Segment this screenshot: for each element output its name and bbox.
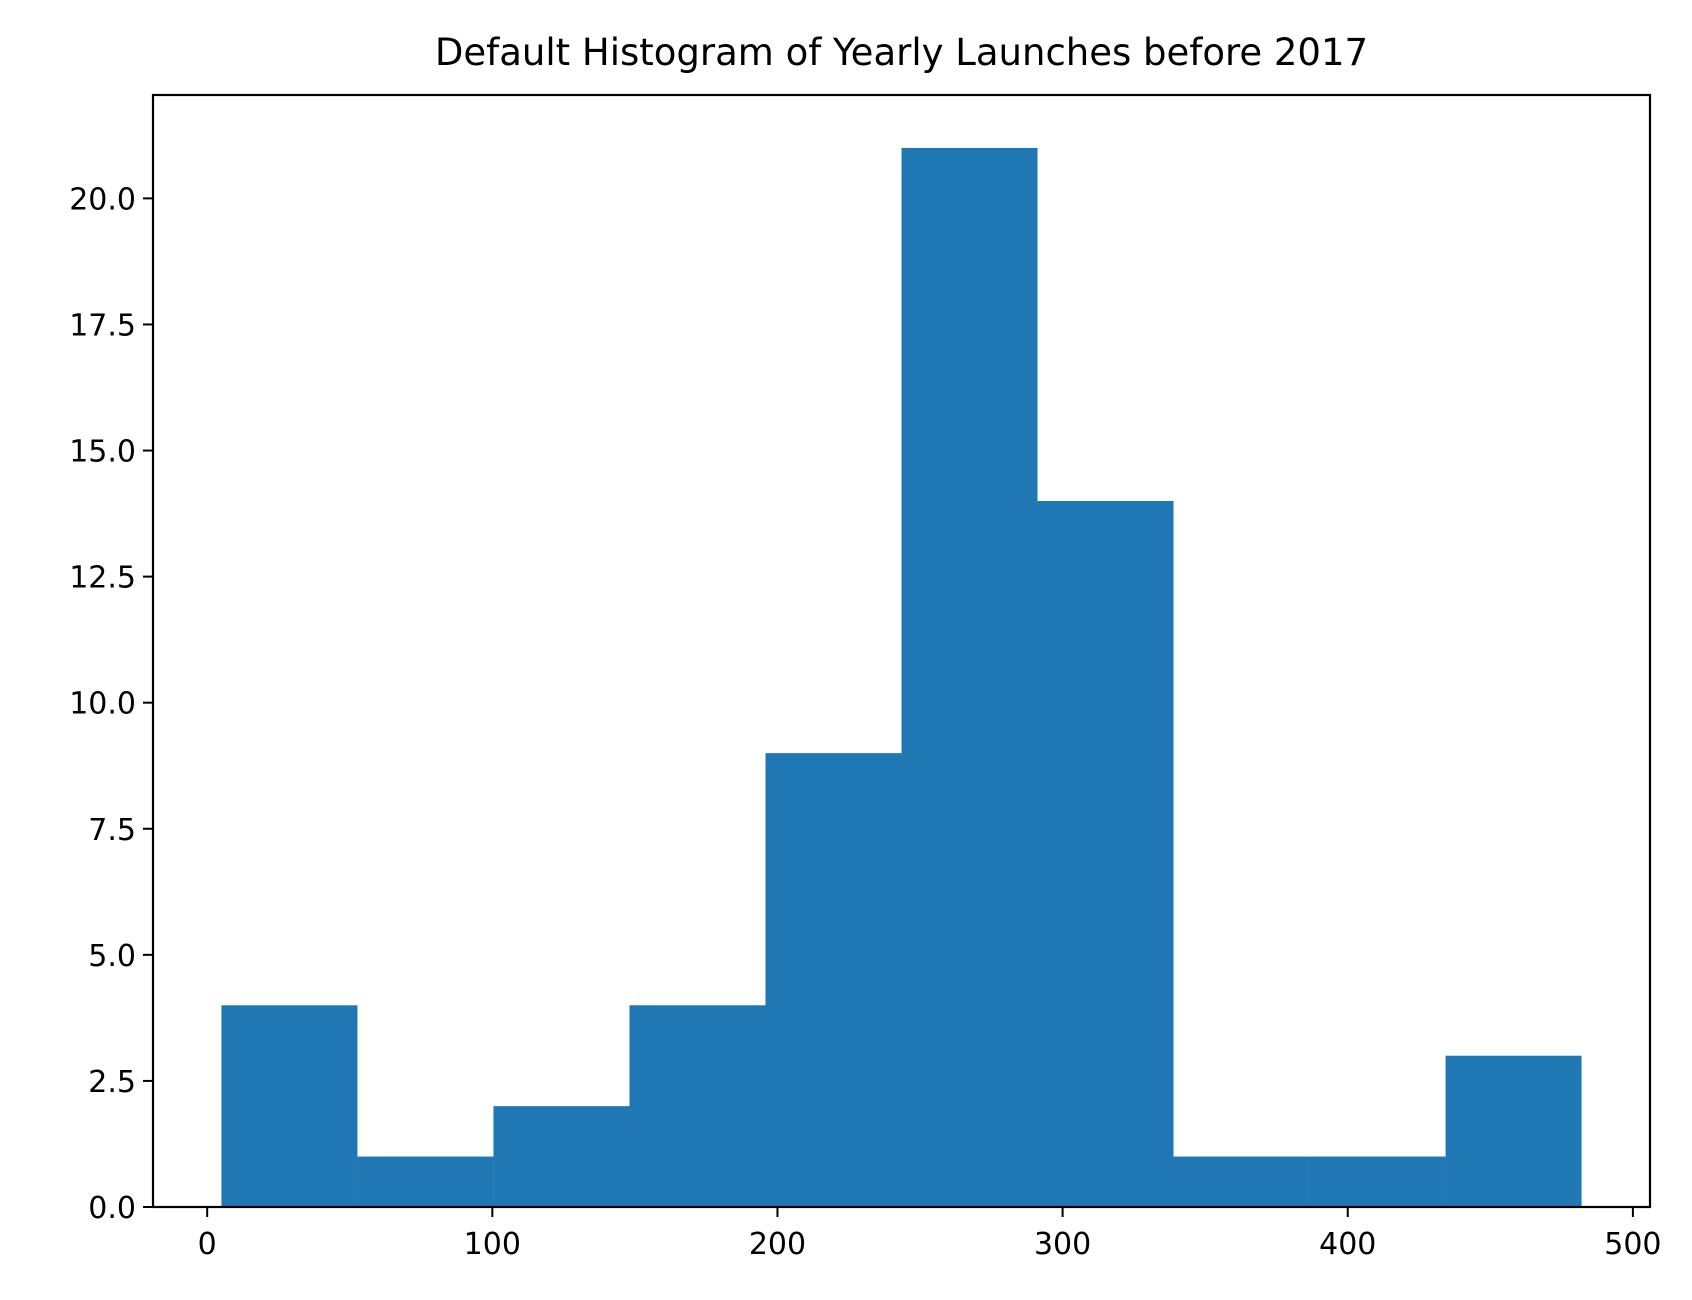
histogram-bar [629, 1005, 766, 1207]
x-tick-label: 500 [1604, 1227, 1661, 1262]
y-tick-label: 0.0 [88, 1191, 136, 1226]
chart-title: Default Histogram of Yearly Launches bef… [435, 31, 1368, 74]
y-tick-label: 7.5 [88, 813, 136, 848]
bars-layer [221, 147, 1582, 1207]
histogram-bar [1445, 1055, 1582, 1207]
x-tick-label: 300 [1034, 1227, 1091, 1262]
x-axis-ticks: 0 100 200 300 400 500 [198, 1207, 1662, 1262]
histogram-bar [1037, 500, 1174, 1207]
y-axis-ticks: 0.0 2.5 5.0 7.5 10.0 12.5 15.0 17.5 20.0 [69, 182, 153, 1226]
plot-frame [151, 93, 1652, 1209]
x-tick-label: 200 [749, 1227, 806, 1262]
histogram-bar [1309, 1156, 1446, 1207]
x-tick-label: 100 [464, 1227, 521, 1262]
histogram-bar [765, 753, 902, 1207]
histogram-bar [493, 1106, 630, 1207]
histogram-bar [1173, 1156, 1310, 1207]
histogram-bar [901, 147, 1038, 1207]
y-tick-label: 5.0 [88, 939, 136, 974]
y-tick-label: 12.5 [69, 561, 136, 596]
x-tick-label: 0 [198, 1227, 217, 1262]
y-tick-label: 15.0 [69, 435, 136, 470]
y-tick-label: 17.5 [69, 308, 136, 343]
y-tick-label: 2.5 [88, 1065, 136, 1100]
histogram-bar [357, 1156, 494, 1207]
histogram-bar [221, 1005, 358, 1207]
x-tick-label: 400 [1319, 1227, 1376, 1262]
y-tick-label: 10.0 [69, 687, 136, 722]
y-tick-label: 20.0 [69, 182, 136, 217]
